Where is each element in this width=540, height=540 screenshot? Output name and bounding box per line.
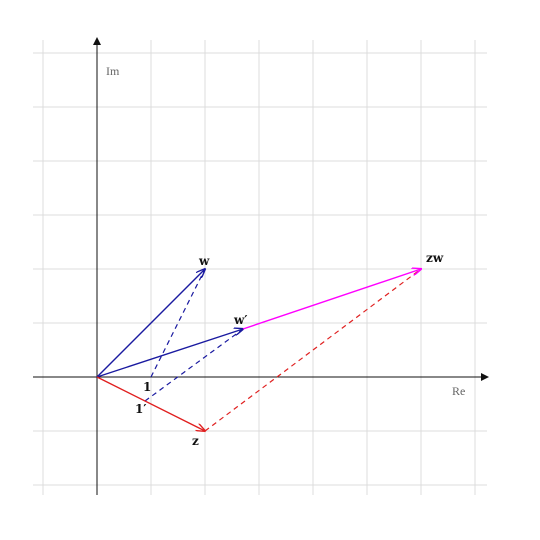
vector-w bbox=[96, 269, 205, 378]
x-axis-label: Re bbox=[452, 384, 465, 398]
y-axis-label: Im bbox=[106, 64, 120, 78]
point-label: 1 bbox=[143, 380, 151, 394]
vector-w-prime bbox=[96, 329, 243, 378]
grid bbox=[33, 40, 487, 495]
vector-zw bbox=[242, 269, 421, 330]
dashed-segment bbox=[144, 328, 244, 402]
point-label: zw bbox=[426, 251, 444, 265]
dashed-segment bbox=[150, 268, 206, 378]
point-label: z bbox=[192, 434, 199, 448]
point-label: w′ bbox=[233, 313, 248, 327]
point-label: w bbox=[198, 254, 210, 268]
vector-z bbox=[96, 376, 205, 431]
dashed-segment bbox=[204, 268, 422, 432]
point-label: 1′ bbox=[135, 402, 147, 416]
